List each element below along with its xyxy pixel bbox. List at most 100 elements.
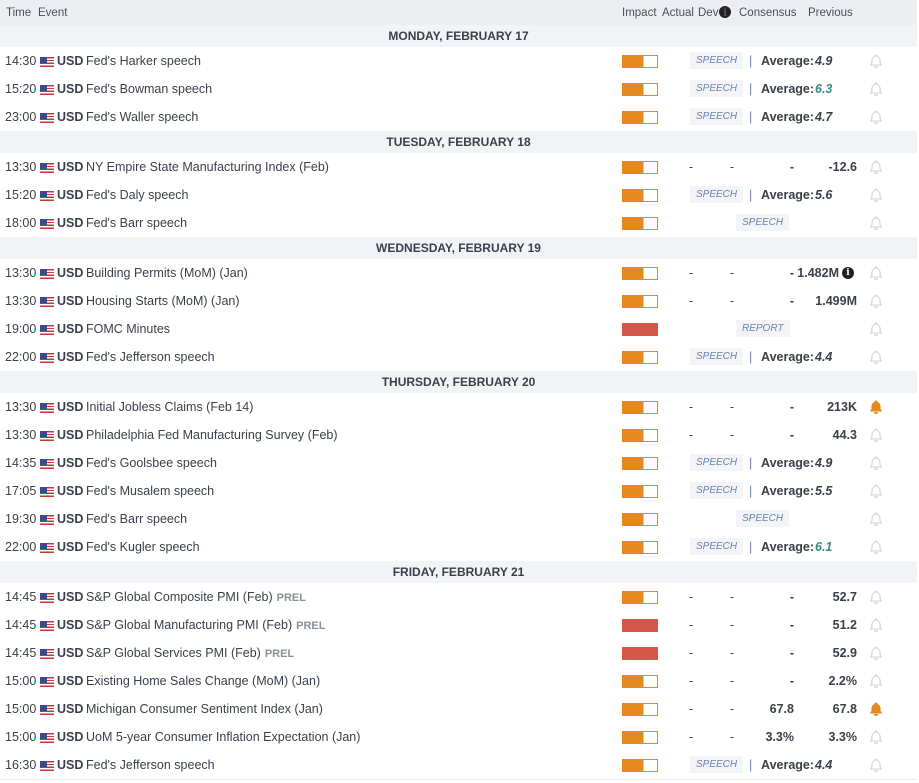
previous-value[interactable]: 44.3 <box>832 428 857 442</box>
event-row[interactable]: 16:30 USD Fed's Jefferson speech SPEECH | Ave… <box>0 751 917 780</box>
event-title: Fed's Barr speech <box>86 512 188 526</box>
previous-value[interactable]: 1.482M <box>797 266 839 280</box>
event-name[interactable]: NY Empire State Manufacturing Index (Feb… <box>86 160 329 174</box>
currency: USD <box>57 618 84 632</box>
us-flag-icon <box>40 113 54 123</box>
event-row[interactable]: 15:00 USD UoM 5-year Consumer Inflation Ex… <box>0 723 917 752</box>
event-name[interactable]: Fed's Jefferson speech <box>86 350 215 364</box>
bell-icon[interactable] <box>868 617 884 633</box>
bell-icon[interactable] <box>868 483 884 499</box>
event-row[interactable]: 22:00 USD Fed's Jefferson speech SPEECH | Ave… <box>0 343 917 372</box>
event-title: Fed's Barr speech <box>86 216 188 230</box>
event-name[interactable]: Fed's Goolsbee speech <box>86 456 217 470</box>
event-row[interactable]: 15:00 USD Michigan Consumer Sentiment Inde… <box>0 695 917 724</box>
bell-icon[interactable] <box>868 349 884 365</box>
bell-active-icon[interactable] <box>868 701 884 717</box>
event-row[interactable]: 22:00 USD Fed's Kugler speech SPEECH | Averag… <box>0 533 917 562</box>
event-name[interactable]: Fed's Bowman speech <box>86 82 212 96</box>
event-row[interactable]: 13:30 USD Housing Starts (MoM) (Jan) - - - 1.4… <box>0 287 917 316</box>
previous-value[interactable]: 51.2 <box>832 618 857 632</box>
event-row[interactable]: 13:30 USD Building Permits (MoM) (Jan) - - -1… <box>0 259 917 288</box>
event-name[interactable]: Fed's Barr speech <box>86 512 187 526</box>
bell-icon[interactable] <box>868 757 884 773</box>
deviation-value: - <box>730 646 735 660</box>
event-name[interactable]: UoM 5-year Consumer Inflation Expectatio… <box>86 730 360 744</box>
speech-badge: SPEECH <box>736 510 790 527</box>
event-name[interactable]: Fed's Harker speech <box>86 54 201 68</box>
event-row[interactable]: 15:00 USD Existing Home Sales Change (MoM)… <box>0 667 917 696</box>
bell-icon[interactable] <box>868 539 884 555</box>
event-row[interactable]: 15:20 USD Fed's Bowman speech SPEECH | Averag… <box>0 75 917 104</box>
event-row[interactable]: 13:30 USD Philadelphia Fed Manufacturing S… <box>0 421 917 450</box>
event-name[interactable]: Building Permits (MoM) (Jan) <box>86 266 248 280</box>
event-name[interactable]: Fed's Barr speech <box>86 216 187 230</box>
event-name[interactable]: Fed's Musalem speech <box>86 484 214 498</box>
event-name[interactable]: Fed's Waller speech <box>86 110 198 124</box>
event-row[interactable]: 15:20 USD Fed's Daly speech SPEECH | Average:… <box>0 181 917 210</box>
event-name[interactable]: Existing Home Sales Change (MoM) (Jan) <box>86 674 320 688</box>
bell-icon[interactable] <box>868 673 884 689</box>
event-row[interactable]: 18:00 USD Fed's Barr speech SPEECH <box>0 209 917 238</box>
previous-value[interactable]: 3.3% <box>828 730 858 744</box>
previous-value[interactable]: 1.499M <box>815 294 857 308</box>
us-flag-icon <box>40 57 54 67</box>
event-row[interactable]: 14:45 USD S&P Global Services PMI (Feb) PRE… <box>0 639 917 668</box>
bell-icon[interactable] <box>868 109 884 125</box>
currency: USD <box>57 456 84 470</box>
revision-info-icon[interactable]: i <box>842 267 854 279</box>
event-name[interactable]: Fed's Daly speech <box>86 188 188 202</box>
us-flag-icon <box>40 649 54 659</box>
bell-icon[interactable] <box>868 265 884 281</box>
event-row[interactable]: 23:00 USD Fed's Waller speech SPEECH | Averag… <box>0 103 917 132</box>
event-name[interactable]: Housing Starts (MoM) (Jan) <box>86 294 240 308</box>
bell-icon[interactable] <box>868 293 884 309</box>
speech-badge: SPEECH <box>690 348 744 365</box>
bell-icon[interactable] <box>868 427 884 443</box>
bell-icon[interactable] <box>868 589 884 605</box>
previous-value[interactable]: -12.6 <box>828 160 858 174</box>
info-icon[interactable]: i <box>719 6 731 18</box>
event-row[interactable]: 13:30 USD Initial Jobless Claims (Feb 14) -… <box>0 393 917 422</box>
previous-value[interactable]: 67.8 <box>832 702 857 716</box>
bell-icon[interactable] <box>868 645 884 661</box>
previous-value[interactable]: 52.7 <box>832 590 857 604</box>
previous-value[interactable]: 213K <box>827 400 857 414</box>
bell-icon[interactable] <box>868 215 884 231</box>
event-row[interactable]: 14:45 USD S&P Global Manufacturing PMI (Fe… <box>0 611 917 640</box>
consensus-value: 3.3% <box>765 730 795 744</box>
bell-icon[interactable] <box>868 321 884 337</box>
event-row[interactable]: 14:45 USD S&P Global Composite PMI (Feb) PR… <box>0 583 917 612</box>
event-row[interactable]: 14:35 USD Fed's Goolsbee speech SPEECH | Aver… <box>0 449 917 478</box>
event-row[interactable]: 19:30 USD Fed's Barr speech SPEECH <box>0 505 917 534</box>
event-row[interactable]: 13:30 USD NY Empire State Manufacturing In… <box>0 153 917 182</box>
bell-icon[interactable] <box>868 729 884 745</box>
deviation-value: - <box>730 674 735 688</box>
event-name[interactable]: FOMC Minutes <box>86 322 170 336</box>
event-name[interactable]: Philadelphia Fed Manufacturing Survey (F… <box>86 428 338 442</box>
previous-value[interactable]: 52.9 <box>832 646 857 660</box>
bell-icon[interactable] <box>868 511 884 527</box>
bell-icon[interactable] <box>868 81 884 97</box>
event-name[interactable]: Michigan Consumer Sentiment Index (Jan) <box>86 702 323 716</box>
event-name[interactable]: S&P Global Composite PMI (Feb) PREL <box>86 590 306 604</box>
event-name[interactable]: S&P Global Services PMI (Feb) PREL <box>86 646 294 660</box>
bell-icon[interactable] <box>868 53 884 69</box>
us-flag-icon <box>40 761 54 771</box>
bell-icon[interactable] <box>868 455 884 471</box>
event-name[interactable]: S&P Global Manufacturing PMI (Feb) PREL <box>86 618 325 632</box>
impact-medium-indicator <box>622 591 658 604</box>
event-row[interactable]: 14:30 USD Fed's Harker speech SPEECH | Averag… <box>0 47 917 76</box>
deviation-value: - <box>730 590 735 604</box>
event-row[interactable]: 17:05 USD Fed's Musalem speech SPEECH | Avera… <box>0 477 917 506</box>
previous-value[interactable]: 2.2% <box>828 674 858 688</box>
impact-high-indicator <box>622 647 658 660</box>
event-name[interactable]: Fed's Kugler speech <box>86 540 200 554</box>
average-value: 6.3 <box>815 82 833 96</box>
event-row[interactable]: 19:00 USD FOMC Minutes REPORT <box>0 315 917 344</box>
bell-icon[interactable] <box>868 187 884 203</box>
us-flag-icon <box>40 733 54 743</box>
bell-active-icon[interactable] <box>868 399 884 415</box>
event-name[interactable]: Fed's Jefferson speech <box>86 758 215 772</box>
bell-icon[interactable] <box>868 159 884 175</box>
event-name[interactable]: Initial Jobless Claims (Feb 14) <box>86 400 253 414</box>
